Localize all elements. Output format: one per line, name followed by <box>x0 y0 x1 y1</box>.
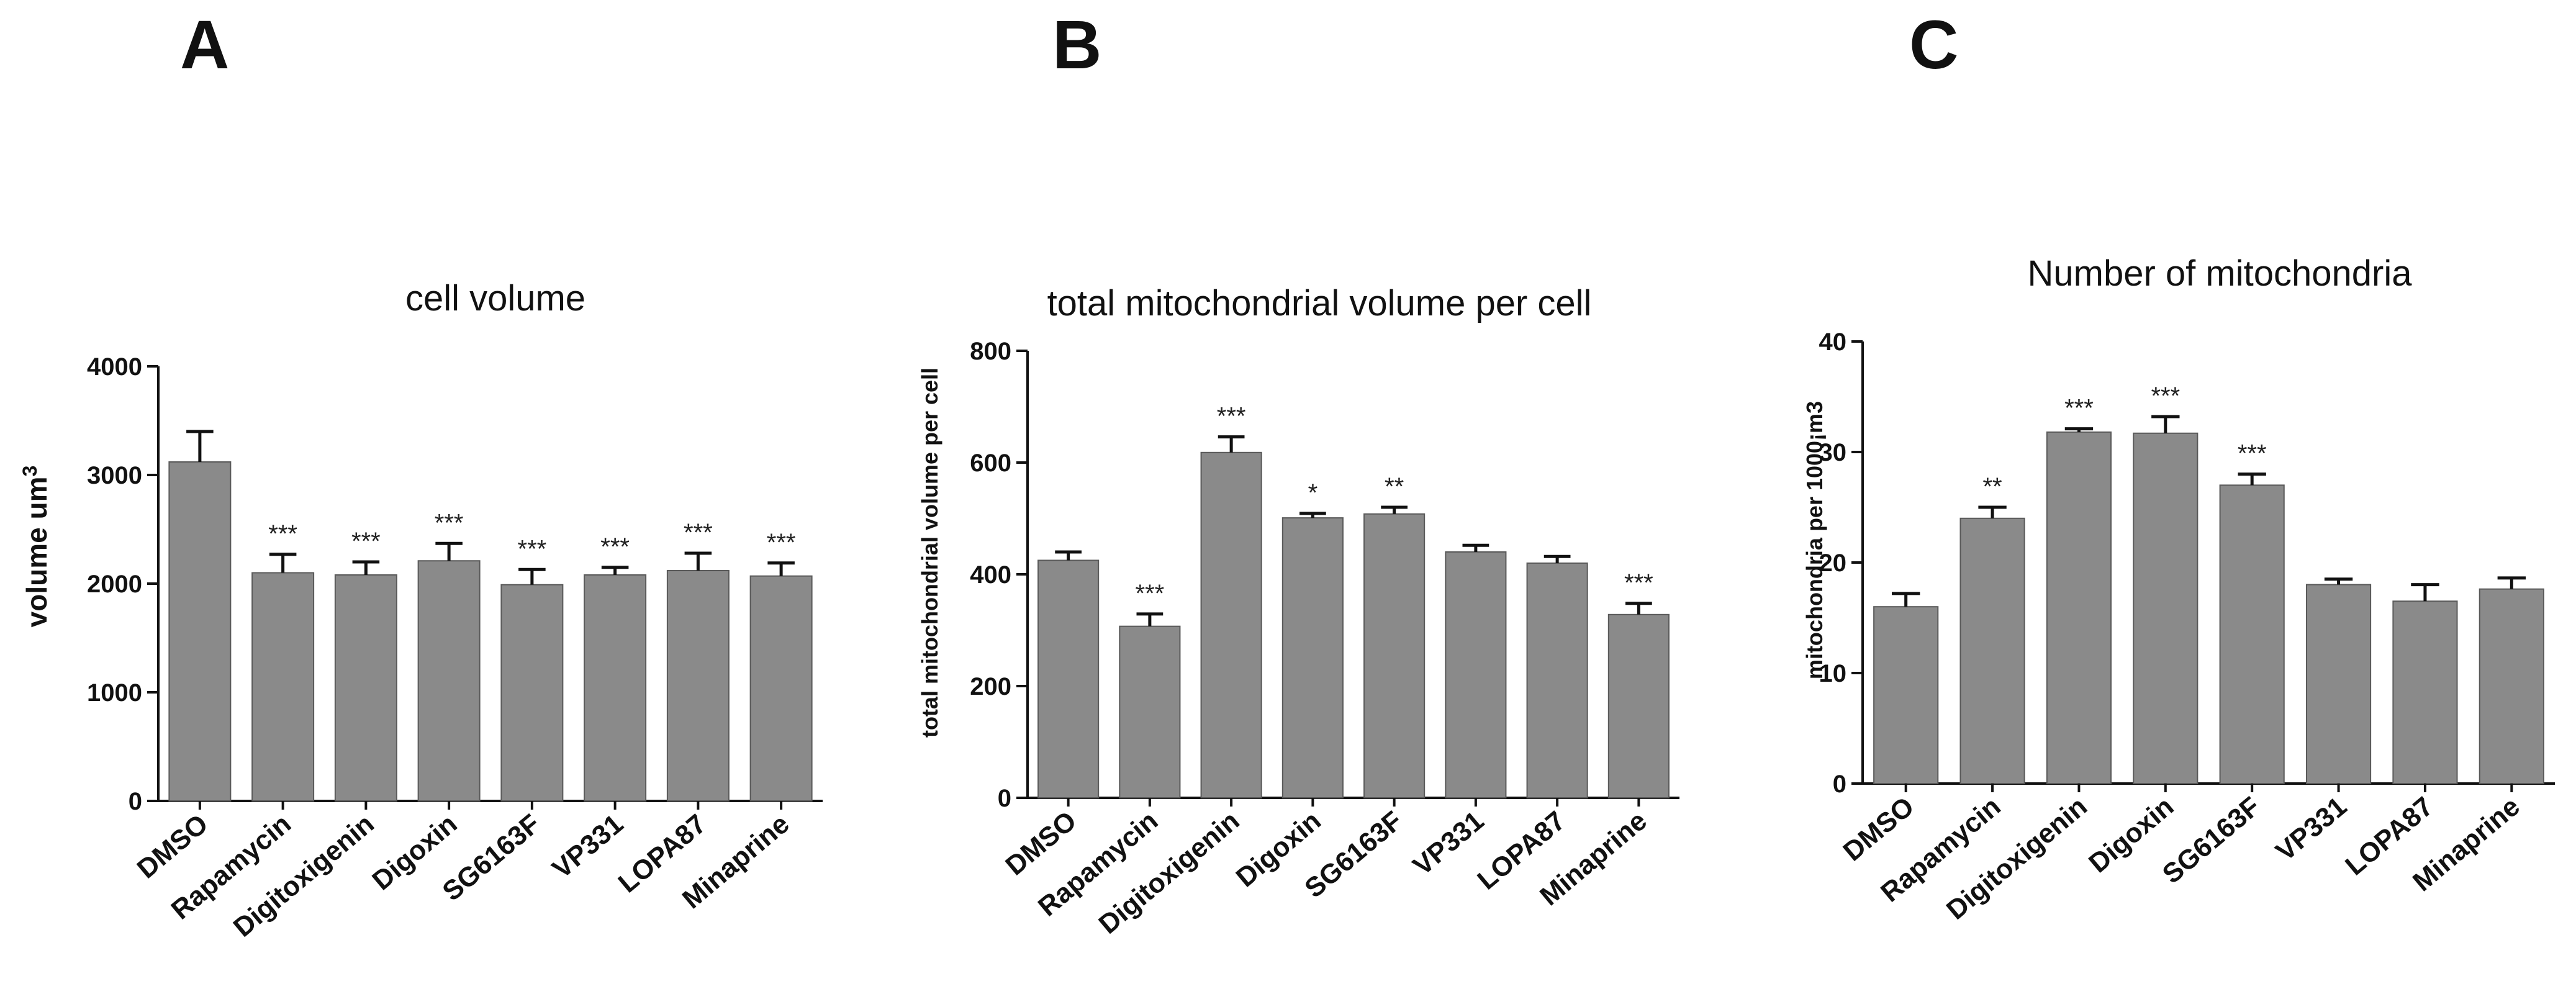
bar-a-rapamycin <box>251 572 315 802</box>
panel-letter-b: B <box>1052 7 1101 83</box>
bar-c-dmso <box>1873 606 1939 784</box>
significance-label-a: *** <box>351 528 381 555</box>
chart-title-c: Number of mitochondria <box>2028 253 2413 294</box>
y-tick-label-b: 800 <box>970 338 1011 365</box>
bar-b-minaprine <box>1607 613 1670 798</box>
significance-label-c: *** <box>2151 382 2180 410</box>
y-tick-label-c: 30 <box>1819 439 1847 466</box>
y-tick-label-b: 0 <box>998 785 1011 812</box>
bar-c-vp331 <box>2305 584 2372 784</box>
y-tick-label-c: 0 <box>1833 771 1846 798</box>
x-category-label-c: DMSO <box>1838 791 1920 867</box>
bar-c-lopa87 <box>2392 600 2458 784</box>
significance-label-a: *** <box>268 520 297 548</box>
y-axis-label-b: total mitochondrial volume per cell <box>917 368 942 738</box>
significance-label-b: *** <box>1136 580 1165 607</box>
significance-label-a: *** <box>518 535 547 563</box>
bar-a-digoxin <box>417 560 481 802</box>
chart-title-a: cell volume <box>405 278 585 319</box>
y-tick-label-a: 4000 <box>87 353 142 381</box>
y-tick-label-c: 40 <box>1819 328 1847 356</box>
y-axis-label-a: volume um3 <box>19 466 53 628</box>
significance-label-a: *** <box>767 529 796 556</box>
y-tick-label-a: 3000 <box>87 462 142 489</box>
chart-marks-a: 01000200030004000DMSO***Rapamycin***Digi… <box>87 353 823 943</box>
y-tick-label-c: 20 <box>1819 549 1847 577</box>
bar-c-digoxin <box>2133 432 2199 784</box>
significance-label-a: *** <box>600 533 630 561</box>
bar-b-dmso <box>1037 559 1100 798</box>
x-category-label-c: SG6163F <box>2157 791 2266 890</box>
chart-marks-b: 0200400600800DMSO***Rapamycin***Digitoxi… <box>970 338 1679 940</box>
significance-label-b: *** <box>1624 569 1653 597</box>
x-category-label-b: Digitoxigenin <box>1093 805 1245 940</box>
chart-marks-c: 010203040DMSO**Rapamycin***Digitoxigenin… <box>1819 328 2555 926</box>
bar-b-digitoxigenin <box>1200 451 1262 798</box>
y-tick-label-b: 600 <box>970 450 1011 477</box>
y-tick-label-b: 200 <box>970 673 1011 700</box>
y-axis-label-c: mitochondria per 1000¡m3 <box>1802 401 1827 679</box>
bar-b-sg6163f <box>1363 513 1426 798</box>
bar-c-digitoxigenin <box>2046 431 2112 784</box>
bar-b-digoxin <box>1281 517 1344 798</box>
y-tick-label-a: 2000 <box>87 571 142 598</box>
y-axis-label-a-superscript: 3 <box>19 466 41 477</box>
bar-a-sg6163f <box>500 584 564 802</box>
significance-label-a: *** <box>435 509 464 536</box>
panel-a: A cell volume volume um3 0 1000 2000 3000 40… <box>19 7 823 943</box>
bar-a-digitoxigenin <box>334 574 397 802</box>
significance-label-c: *** <box>2238 440 2267 468</box>
y-tick-label-a: 1000 <box>87 679 142 707</box>
y-tick-label-b: 400 <box>970 561 1011 589</box>
significance-label-c: *** <box>2064 395 2094 422</box>
significance-label-b: ** <box>1385 473 1404 500</box>
significance-label-a: *** <box>684 519 713 546</box>
bar-a-lopa87 <box>666 570 730 802</box>
bar-a-minaprine <box>749 575 813 802</box>
x-category-label-c: VP331 <box>2270 791 2352 867</box>
chart-title-b: total mitochondrial volume per cell <box>1047 283 1592 323</box>
bar-b-vp331 <box>1445 551 1507 798</box>
bar-c-rapamycin <box>1959 517 2025 784</box>
y-axis-label-a-text: volume um <box>20 476 53 627</box>
bar-b-rapamycin <box>1119 625 1181 798</box>
panel-c: C Number of mitochondria mitochondria pe… <box>1802 7 2555 926</box>
y-tick-label-c: 10 <box>1819 660 1847 687</box>
bar-c-minaprine <box>2479 588 2544 784</box>
bar-c-sg6163f <box>2219 484 2285 785</box>
significance-label-b: * <box>1308 479 1318 507</box>
significance-label-b: *** <box>1217 403 1246 430</box>
bar-a-vp331 <box>584 574 647 802</box>
y-tick-label-a: 0 <box>129 788 142 815</box>
significance-label-c: ** <box>1982 473 2002 500</box>
panel-letter-a: A <box>180 7 229 83</box>
bar-a-dmso <box>168 461 232 802</box>
bar-b-lopa87 <box>1526 563 1588 798</box>
panel-b: B total mitochondrial volume per cell to… <box>917 7 1679 940</box>
x-category-label-a: Digitoxigenin <box>228 808 380 943</box>
panel-letter-c: C <box>1909 7 1958 83</box>
